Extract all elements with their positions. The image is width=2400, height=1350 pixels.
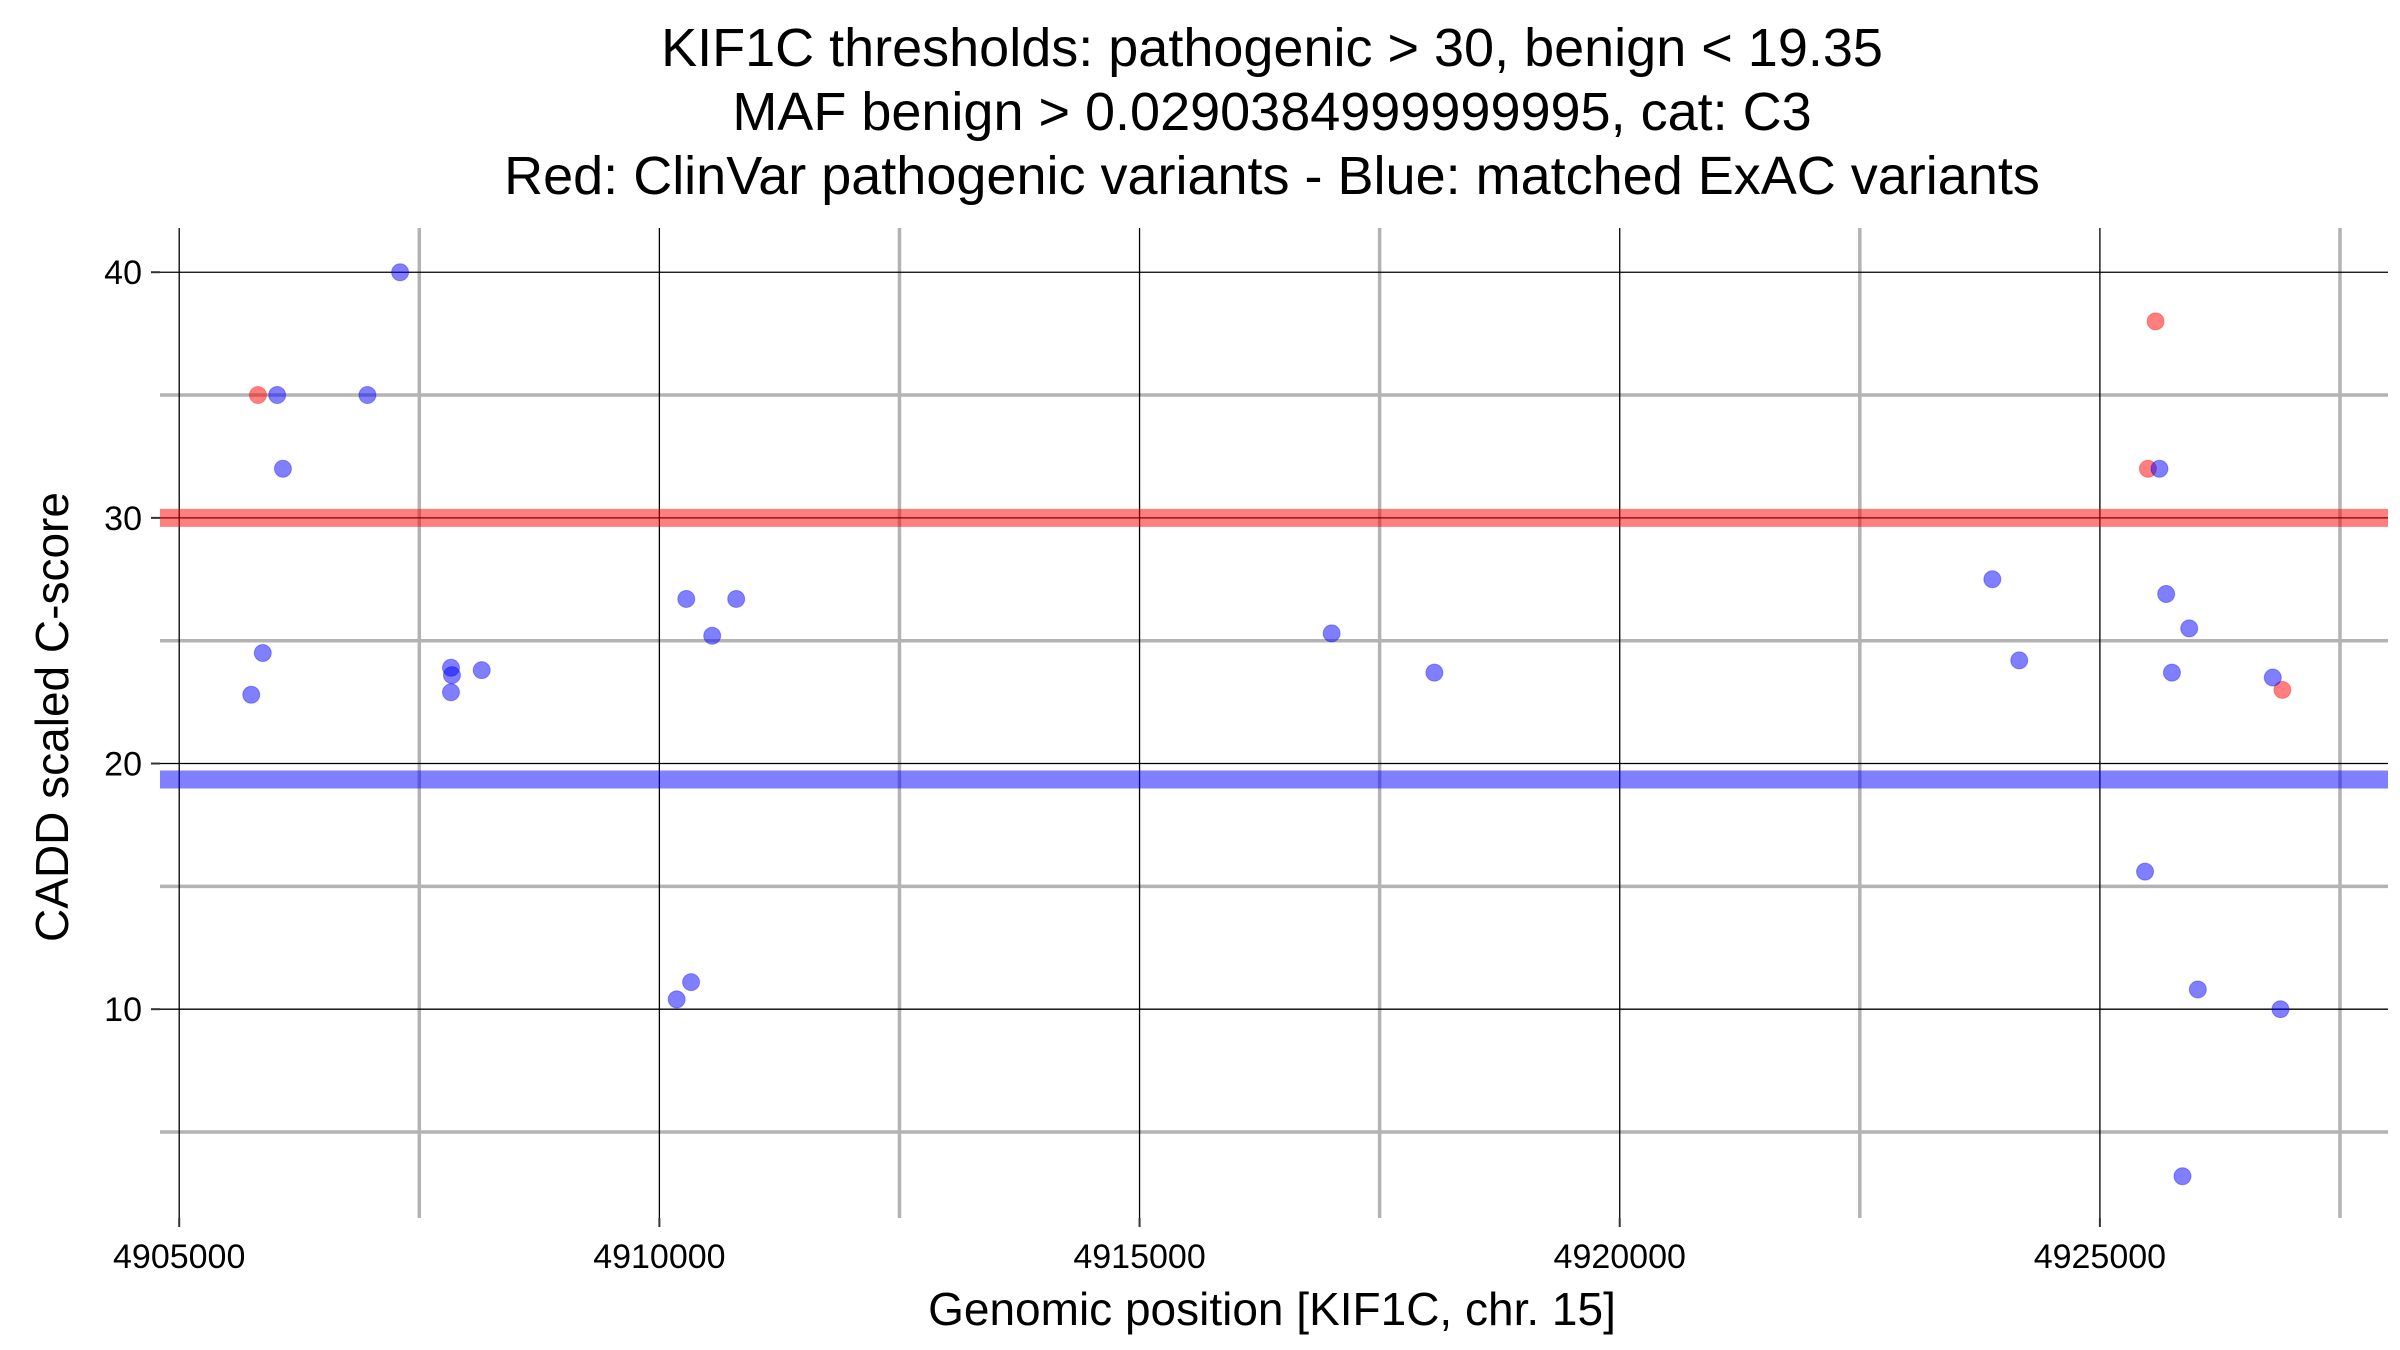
exac-variant-point [2271, 1000, 2290, 1019]
y-tick-label: 20 [104, 746, 142, 784]
title-line-2: MAF benign > 0.0290384999999995, cat: C3 [732, 82, 1811, 142]
x-axis-label: Genomic position [KIF1C, chr. 15] [928, 1283, 1616, 1335]
exac-variant-point [268, 386, 287, 405]
title-line-3: Red: ClinVar pathogenic variants - Blue:… [504, 146, 2040, 206]
data-points [242, 263, 2292, 1186]
exac-variant-point [2150, 459, 2169, 478]
minor-grid [160, 228, 2388, 1218]
exac-variant-point [441, 683, 460, 702]
exac-variant-point [391, 263, 410, 282]
clinvar-pathogenic-point [2273, 680, 2292, 699]
exac-variant-point [2136, 862, 2155, 881]
exac-variant-point [703, 626, 722, 645]
y-axis-label: CADD scaled C-score [26, 492, 78, 942]
exac-variant-point [358, 386, 377, 405]
exac-variant-point [2180, 619, 2199, 638]
exac-variant-point [2263, 668, 2282, 687]
y-tick-label: 30 [104, 500, 142, 538]
exac-variant-point [242, 685, 261, 704]
exac-variant-point [727, 589, 746, 608]
exac-variant-point [2162, 663, 2181, 682]
exac-variant-point [667, 990, 686, 1009]
x-tick-label: 4910000 [593, 1238, 725, 1276]
exac-variant-point [1322, 624, 1341, 643]
exac-variant-point [2010, 651, 2029, 670]
title-line-1: KIF1C thresholds: pathogenic > 30, benig… [661, 18, 1883, 78]
exac-variant-point [442, 666, 461, 685]
clinvar-pathogenic-point [2146, 312, 2165, 331]
chart-title: KIF1C thresholds: pathogenic > 30, benig… [504, 18, 2040, 206]
exac-variant-point [2173, 1167, 2192, 1186]
exac-variant-point [2157, 585, 2176, 604]
tick-labels: 4905000 4910000 4915000 4920000 4925000 10 20 3… [104, 254, 2166, 1276]
major-grid [160, 228, 2388, 1218]
x-tick-label: 4920000 [1554, 1238, 1686, 1276]
exac-variant-point [1983, 570, 2002, 589]
exac-variant-point [472, 661, 491, 680]
x-tick-label: 4905000 [113, 1238, 245, 1276]
exac-variant-point [1425, 663, 1444, 682]
clinvar-pathogenic-point [248, 386, 267, 405]
y-tick-label: 40 [104, 254, 142, 292]
y-tick-label: 10 [104, 991, 142, 1029]
exac-variant-point [2188, 980, 2207, 999]
exac-variant-point [677, 589, 696, 608]
exac-variant-point [273, 459, 292, 478]
x-tick-label: 4925000 [2034, 1238, 2166, 1276]
exac-variant-point [682, 973, 701, 992]
threshold-lines [160, 508, 2388, 789]
axis-ticks [151, 271, 2101, 1227]
x-tick-label: 4915000 [1073, 1238, 1205, 1276]
exac-variant-point [253, 643, 272, 662]
